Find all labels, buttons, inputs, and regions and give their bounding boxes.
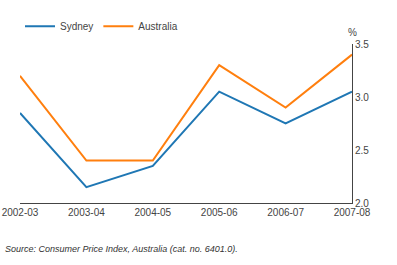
svg-text:2003-04: 2003-04 bbox=[68, 207, 105, 218]
svg-text:Australia: Australia bbox=[138, 21, 177, 32]
svg-text:2002-03: 2002-03 bbox=[2, 207, 39, 218]
svg-text:2005-06: 2005-06 bbox=[201, 207, 238, 218]
svg-text:2.5: 2.5 bbox=[355, 145, 369, 156]
svg-text:2.0: 2.0 bbox=[355, 198, 369, 209]
svg-text:2004-05: 2004-05 bbox=[134, 207, 171, 218]
svg-text:3.0: 3.0 bbox=[355, 92, 369, 103]
svg-text:Source: Consumer Price Index,: Source: Consumer Price Index, Australia … bbox=[5, 244, 238, 254]
svg-text:3.5: 3.5 bbox=[355, 39, 369, 50]
svg-text:2007-08: 2007-08 bbox=[334, 207, 371, 218]
svg-text:%: % bbox=[348, 27, 357, 38]
svg-text:2006-07: 2006-07 bbox=[267, 207, 304, 218]
svg-text:Sydney: Sydney bbox=[60, 21, 93, 32]
